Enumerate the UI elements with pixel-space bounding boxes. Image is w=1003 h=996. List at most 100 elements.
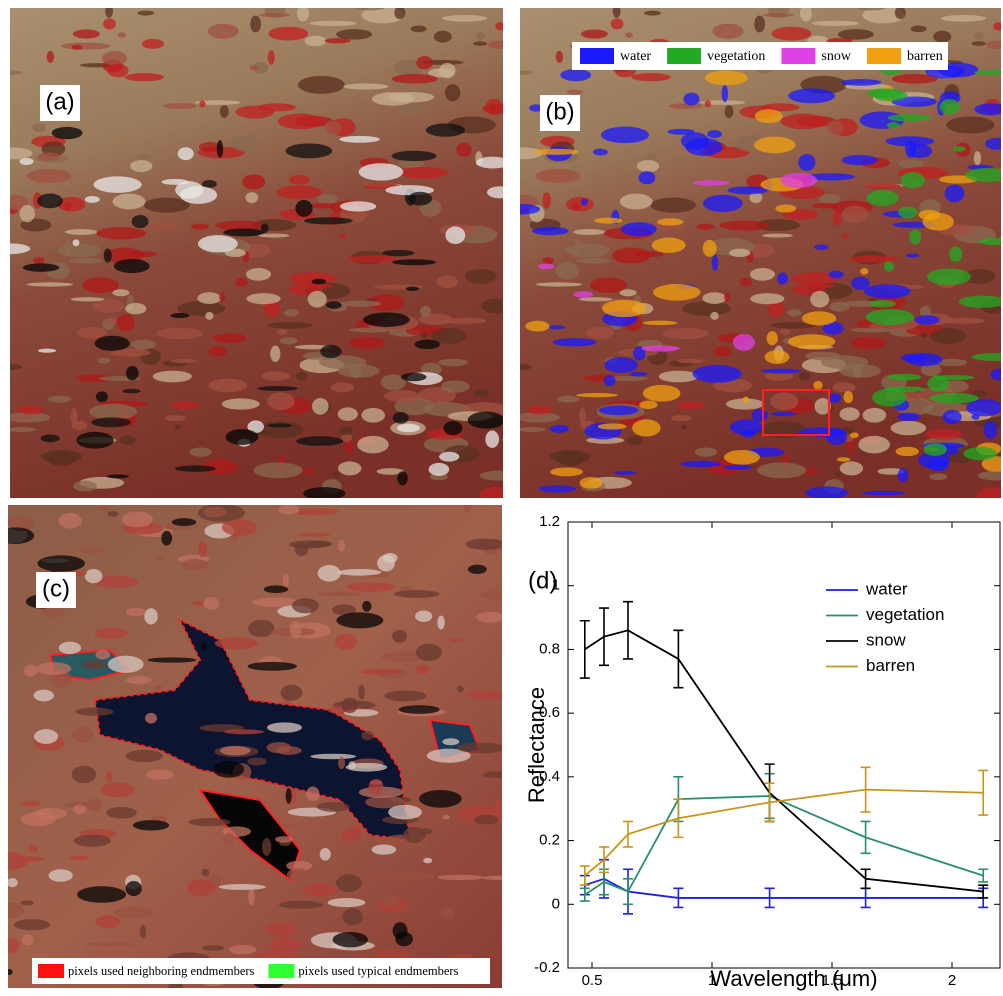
- texture-blob: [620, 222, 657, 237]
- texture-blob: [84, 942, 135, 947]
- texture-blob: [481, 298, 503, 314]
- texture-blob: [594, 217, 623, 224]
- texture-blob: [612, 8, 621, 18]
- texture-blob: [437, 358, 469, 367]
- texture-blob: [71, 420, 88, 431]
- texture-blob: [263, 585, 289, 594]
- texture-blob: [993, 22, 1001, 31]
- texture-blob: [70, 407, 78, 425]
- texture-blob: [230, 135, 260, 152]
- texture-blob: [742, 396, 749, 403]
- texture-blob: [566, 89, 584, 95]
- texture-blob: [848, 255, 899, 263]
- texture-blob: [58, 512, 82, 529]
- texture-blob: [850, 327, 894, 333]
- texture-blob: [391, 150, 437, 162]
- texture-blob: [174, 465, 216, 472]
- texture-blob: [213, 760, 245, 778]
- texture-blob: [170, 313, 190, 319]
- texture-blob: [225, 429, 259, 445]
- texture-blob: [919, 305, 931, 317]
- texture-blob: [113, 258, 150, 274]
- texture-blob: [456, 685, 464, 693]
- texture-blob: [72, 726, 94, 744]
- texture-blob: [125, 366, 139, 381]
- error-bar: [860, 820, 871, 855]
- texture-blob: [125, 881, 142, 897]
- texture-blob: [346, 582, 396, 592]
- texture-blob: [20, 900, 34, 906]
- texture-blob: [337, 461, 362, 476]
- texture-blob: [214, 637, 259, 650]
- texture-blob: [219, 745, 251, 756]
- texture-blob: [573, 229, 606, 235]
- texture-blob: [141, 38, 165, 49]
- texture-blob: [202, 459, 238, 475]
- texture-blob: [101, 51, 128, 66]
- texture-blob: [922, 212, 954, 231]
- texture-blob: [642, 384, 681, 402]
- texture-blob: [971, 41, 986, 46]
- label-box: [40, 85, 80, 121]
- texture-blob: [47, 450, 76, 467]
- texture-blob: [400, 372, 427, 382]
- texture-blob: [799, 8, 812, 22]
- texture-blob: [130, 160, 153, 173]
- texture-blob: [338, 426, 353, 435]
- texture-blob: [327, 898, 366, 908]
- texture-blob: [198, 541, 208, 558]
- texture-blob: [23, 664, 38, 677]
- texture-blob: [770, 392, 799, 411]
- texture-blob: [32, 123, 46, 133]
- texture-blob: [311, 278, 327, 285]
- texture-blob: [297, 532, 331, 537]
- y-tick-label: -0.2: [534, 959, 560, 976]
- texture-blob: [712, 23, 744, 39]
- texture-blob: [289, 175, 310, 185]
- texture-blob: [415, 665, 430, 675]
- texture-blob: [357, 435, 389, 454]
- texture-blob: [198, 141, 221, 152]
- legend-label: pixels used typical endmembers: [298, 964, 458, 978]
- texture-blob: [340, 830, 353, 842]
- texture-blob: [930, 328, 967, 344]
- texture-blob: [726, 398, 765, 410]
- texture-blob: [535, 168, 581, 183]
- texture-blob: [576, 257, 611, 264]
- y-tick-label: 0.8: [539, 640, 560, 657]
- texture-blob: [866, 190, 899, 206]
- texture-blob: [542, 192, 552, 209]
- texture-blob: [251, 597, 301, 607]
- texture-blob: [629, 371, 648, 377]
- texture-blob: [280, 684, 303, 701]
- texture-blob: [317, 564, 341, 582]
- texture-blob: [842, 205, 869, 224]
- texture-blob: [368, 779, 384, 795]
- texture-blob: [223, 729, 264, 735]
- texture-blob: [393, 590, 440, 598]
- error-bar: [623, 600, 633, 660]
- y-tick-label: 0.2: [539, 832, 560, 849]
- texture-blob: [335, 874, 362, 893]
- texture-blob: [68, 855, 89, 861]
- texture-blob: [414, 339, 440, 350]
- texture-blob: [532, 226, 569, 236]
- texture-blob: [822, 321, 844, 335]
- texture-blob: [310, 753, 357, 760]
- texture-blob: [397, 471, 408, 486]
- texture-blob: [337, 407, 358, 421]
- texture-blob: [897, 468, 909, 483]
- texture-blob: [33, 689, 54, 702]
- texture-blob: [21, 934, 34, 946]
- texture-blob: [65, 229, 98, 235]
- texture-blob: [485, 430, 500, 448]
- texture-blob: [727, 186, 769, 195]
- x-tick-label: 0.5: [582, 972, 603, 989]
- texture-blob: [597, 423, 627, 430]
- texture-blob: [26, 282, 74, 287]
- texture-blob: [382, 895, 400, 907]
- texture-blob: [332, 931, 369, 948]
- texture-blob: [556, 450, 585, 467]
- texture-blob: [704, 100, 711, 108]
- texture-blob: [397, 423, 420, 433]
